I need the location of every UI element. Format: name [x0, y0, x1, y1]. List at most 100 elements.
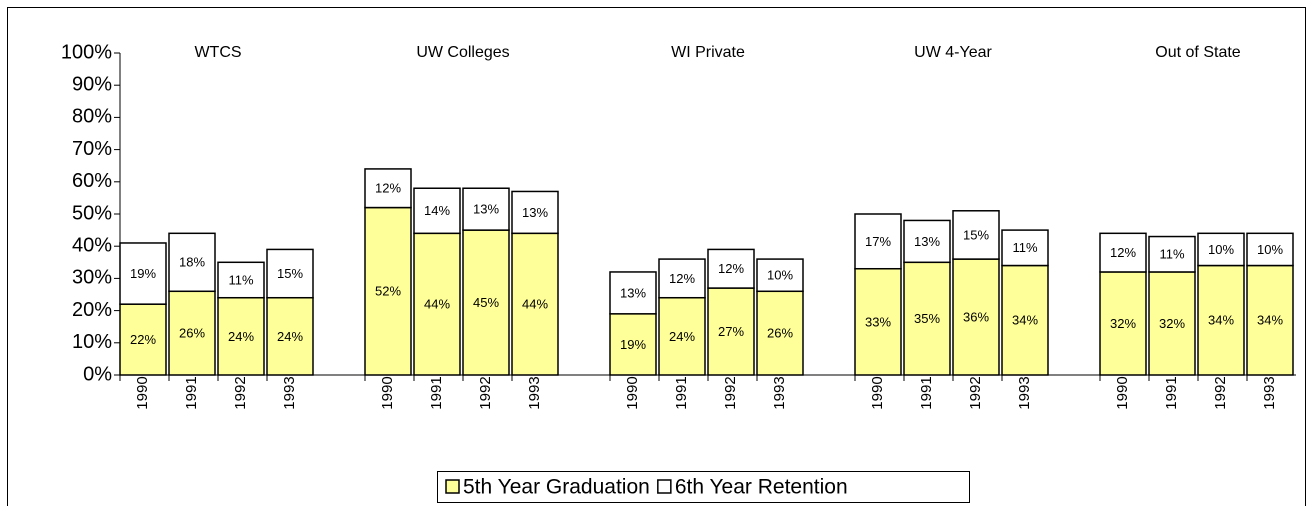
value-label: 24% — [669, 329, 695, 344]
y-tick-label: 40% — [72, 234, 112, 256]
x-tick-label: 1993 — [526, 376, 543, 409]
x-tick-label: 1990 — [1114, 376, 1131, 409]
bar-segment — [854, 213, 902, 270]
y-tick-label: 100% — [61, 41, 112, 63]
bar-segment — [903, 261, 951, 376]
bar-segment — [707, 287, 755, 376]
group-label: UW Colleges — [416, 44, 509, 61]
value-label: 34% — [1257, 313, 1283, 328]
y-tick-label: 50% — [72, 202, 112, 224]
y-tick-label: 60% — [72, 170, 112, 192]
value-label: 45% — [473, 295, 499, 310]
value-label: 10% — [1257, 242, 1283, 257]
bar-segment — [658, 296, 706, 376]
bar-segment — [1001, 229, 1049, 267]
x-tick-label: 1992 — [967, 376, 984, 409]
group-label: Out of State — [1155, 44, 1240, 61]
bar-segment — [756, 290, 804, 376]
bar-segment — [1099, 271, 1147, 376]
value-label: 44% — [424, 297, 450, 312]
x-tick-label: 1992 — [1212, 376, 1229, 409]
value-label: 26% — [767, 326, 793, 341]
bar-segment — [364, 168, 412, 209]
value-label: 24% — [228, 329, 254, 344]
value-label: 13% — [620, 285, 646, 300]
x-tick-label: 1991 — [1163, 376, 1180, 409]
bar-segment — [756, 258, 804, 293]
value-label: 22% — [130, 332, 156, 347]
value-label: 13% — [473, 202, 499, 217]
x-tick-label: 1993 — [1261, 376, 1278, 409]
x-tick-label: 1992 — [722, 376, 739, 409]
bar-segment — [1001, 264, 1049, 376]
value-label: 11% — [1012, 240, 1037, 255]
value-label: 32% — [1159, 316, 1185, 331]
x-tick-label: 1992 — [477, 376, 494, 409]
value-label: 26% — [179, 326, 205, 341]
value-label: 15% — [277, 266, 303, 281]
bar-segment — [1246, 232, 1294, 267]
chart-border — [7, 7, 1306, 506]
bar-segment — [952, 258, 1000, 376]
bar-segment — [462, 187, 510, 231]
x-tick-label: 1990 — [379, 376, 396, 409]
bar-segment — [217, 296, 265, 376]
x-tick-label: 1993 — [771, 376, 788, 409]
value-label: 27% — [718, 324, 744, 339]
value-label: 15% — [963, 227, 989, 242]
legend-swatch — [445, 479, 460, 494]
x-tick-label: 1990 — [624, 376, 641, 409]
x-tick-label: 1992 — [232, 376, 249, 409]
bar-segment — [168, 290, 216, 376]
value-label: 52% — [375, 284, 401, 299]
y-tick-label: 10% — [72, 331, 112, 353]
group-label: WTCS — [194, 44, 241, 61]
bar-segment — [1197, 232, 1245, 267]
bar-segment — [707, 248, 755, 289]
bar-segment — [413, 187, 461, 235]
y-tick-label: 20% — [72, 299, 112, 321]
bar-segment — [119, 303, 167, 376]
bar-segment — [854, 267, 902, 376]
value-label: 14% — [424, 203, 450, 218]
bar-segment — [658, 258, 706, 299]
value-label: 10% — [767, 268, 793, 283]
legend-swatch — [657, 479, 672, 494]
x-tick-label: 1991 — [918, 376, 935, 409]
bar-segment — [266, 248, 314, 299]
x-tick-label: 1991 — [428, 376, 445, 409]
bar-segment — [1197, 264, 1245, 376]
x-tick-label: 1993 — [1016, 376, 1033, 409]
value-label: 19% — [130, 266, 156, 281]
value-label: 11% — [228, 272, 253, 287]
y-tick-label: 70% — [72, 138, 112, 160]
value-label: 35% — [914, 311, 940, 326]
group-label: UW 4-Year — [914, 44, 992, 61]
x-tick-label: 1991 — [183, 376, 200, 409]
legend-label: 6th Year Retention — [675, 476, 848, 499]
value-label: 24% — [277, 329, 303, 344]
value-label: 34% — [1208, 313, 1234, 328]
y-tick-label: 80% — [72, 106, 112, 128]
value-label: 44% — [522, 297, 548, 312]
value-label: 32% — [1110, 316, 1136, 331]
x-tick-label: 1990 — [134, 376, 151, 409]
legend-box — [437, 471, 970, 503]
bar-segment — [119, 242, 167, 305]
value-label: 19% — [620, 337, 646, 352]
value-label: 10% — [1208, 242, 1234, 257]
x-tick-label: 1993 — [281, 376, 298, 409]
bar-segment — [1148, 235, 1196, 273]
value-label: 17% — [865, 234, 891, 249]
bar-segment — [1099, 232, 1147, 273]
value-label: 12% — [375, 181, 401, 196]
y-tick-label: 0% — [83, 363, 112, 385]
value-label: 34% — [1012, 313, 1038, 328]
bar-segment — [1148, 271, 1196, 376]
x-tick-label: 1991 — [673, 376, 690, 409]
bar-segment — [168, 232, 216, 293]
value-label: 33% — [865, 314, 891, 329]
bar-segment — [609, 271, 657, 315]
bar-segment — [266, 296, 314, 376]
